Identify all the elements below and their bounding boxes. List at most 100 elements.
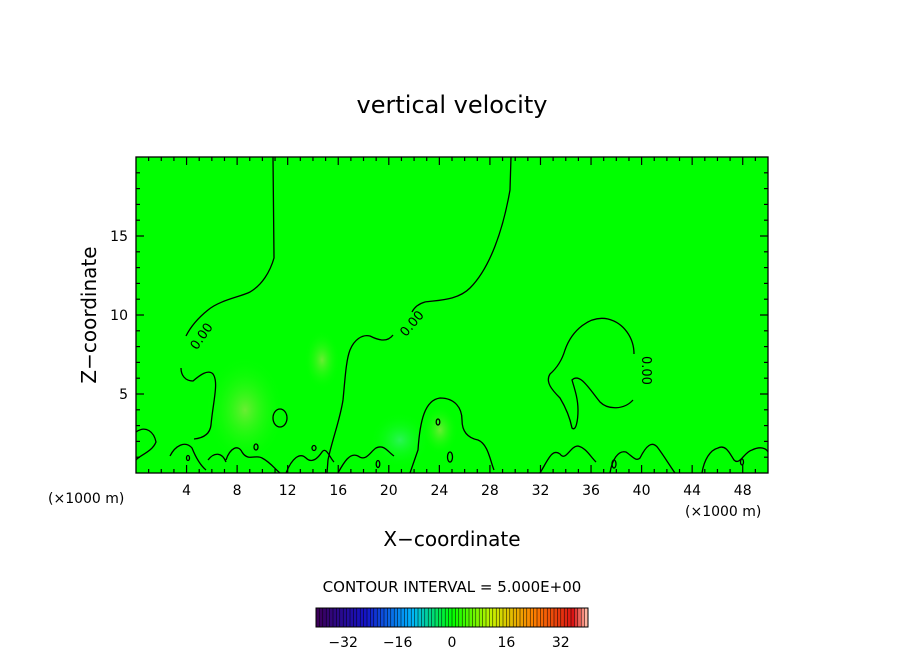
colorbar-cell [424, 608, 429, 627]
colorbar-cell [322, 608, 327, 627]
colorbar-cell [554, 608, 558, 627]
y-tick-label: 5 [119, 387, 128, 403]
axis-ticks [136, 157, 768, 473]
colorbar-cell [356, 608, 361, 627]
colorbar-cell [567, 608, 572, 627]
contour-line [180, 157, 275, 440]
colorbar-cell [438, 608, 443, 627]
colorbar-cell [448, 608, 453, 627]
colorbar-cell [537, 608, 541, 627]
contour-line [136, 428, 157, 461]
field-blob [422, 405, 458, 455]
colorbar-cell [363, 608, 368, 627]
colorbar-cell [377, 608, 381, 627]
colorbar-tick-label: −32 [328, 635, 358, 651]
x-unit-left: (×1000 m) [48, 491, 124, 507]
field-blob [304, 330, 340, 390]
contour-loop [435, 418, 441, 426]
y-tick-label: 15 [110, 229, 128, 245]
y-tick-label: 10 [110, 308, 128, 324]
x-tick-label: 12 [279, 483, 297, 499]
colorbar-cell [564, 608, 568, 627]
x-tick-labels: 4 8 12 16 20 24 28 32 36 40 44 48 [182, 483, 752, 499]
colorbar-cell [367, 608, 371, 627]
colorbar-cell [431, 608, 436, 627]
colorbar-cell [384, 608, 388, 627]
colorbar-cell [492, 608, 497, 627]
colorbar-tick-label: 16 [497, 635, 515, 651]
colorbar-cell [455, 608, 460, 627]
field-blob [205, 355, 285, 465]
contour-line [337, 446, 395, 473]
colorbar-cell [520, 608, 524, 627]
colorbar-cell [547, 608, 551, 627]
colorbar-cell [543, 608, 548, 627]
contour-loop [446, 451, 454, 463]
x-tick-label: 28 [481, 483, 499, 499]
contour-interval-text: CONTOUR INTERVAL = 5.000E+00 [323, 578, 582, 596]
colorbar-cell [329, 608, 334, 627]
colorbar-cell [462, 608, 466, 627]
x-tick-label: 20 [380, 483, 398, 499]
contour-label: 0.00 [638, 356, 653, 385]
zero-contours [136, 157, 768, 473]
colorbar-cell [530, 608, 534, 627]
contour-loop [311, 444, 317, 452]
x-tick-label: 4 [182, 483, 191, 499]
colorbar-cell [516, 608, 521, 627]
colorbar-cell [387, 608, 392, 627]
chart-title: vertical velocity [357, 91, 548, 119]
colorbar-cell [577, 608, 582, 627]
colorbar-cell [571, 608, 575, 627]
colorbar-cell [414, 608, 419, 627]
colorbar-cell [479, 608, 483, 627]
contour-loop [253, 443, 259, 451]
colorbar-cell [394, 608, 398, 627]
colorbar-cell [407, 608, 412, 627]
colorbar-tick-label: 0 [448, 635, 457, 651]
colorbar-cell [390, 608, 395, 627]
colorbar-cell [499, 608, 504, 627]
colorbar-cell [339, 608, 344, 627]
colorbar-cell [316, 608, 320, 627]
colorbar-cell [550, 608, 555, 627]
contour-line [547, 317, 635, 430]
colorbar-cell [465, 608, 470, 627]
y-axis-label: Z−coordinate [77, 246, 101, 383]
colorbar-cell [523, 608, 528, 627]
colorbar-cell [404, 608, 409, 627]
colorbar-cell [353, 608, 358, 627]
colorbar-cell [513, 608, 517, 627]
colorbar-cell [336, 608, 341, 627]
contour-loop [375, 459, 381, 469]
contour-loop [272, 408, 288, 428]
field-blob [370, 412, 430, 468]
contour-line [225, 447, 281, 473]
x-tick-label: 8 [233, 483, 242, 499]
colorbar-cell [333, 608, 337, 627]
x-tick-label: 48 [734, 483, 752, 499]
colorbar-cell [452, 608, 456, 627]
x-tick-label: 44 [683, 483, 701, 499]
contour-loop [739, 458, 745, 466]
colorbar-cell [472, 608, 477, 627]
contour-line [609, 443, 676, 473]
colorbar-cell [581, 608, 585, 627]
colorbar-cell [533, 608, 538, 627]
x-axis-label: X−coordinate [383, 527, 520, 551]
x-unit-right: (×1000 m) [685, 504, 761, 520]
colorbar-cell [458, 608, 463, 627]
contour-loop [611, 459, 617, 469]
colorbar-cell [350, 608, 354, 627]
contour-line [539, 445, 597, 473]
x-tick-label: 32 [532, 483, 550, 499]
x-tick-label: 24 [430, 483, 448, 499]
colorbar-cell [506, 608, 511, 627]
colorbar-cell [540, 608, 545, 627]
colorbar-cell [509, 608, 514, 627]
colorbar-cell [489, 608, 494, 627]
colorbar-cell [428, 608, 432, 627]
colorbar-tick-label: 32 [552, 635, 570, 651]
y-tick-labels: 5 10 15 [110, 229, 128, 403]
